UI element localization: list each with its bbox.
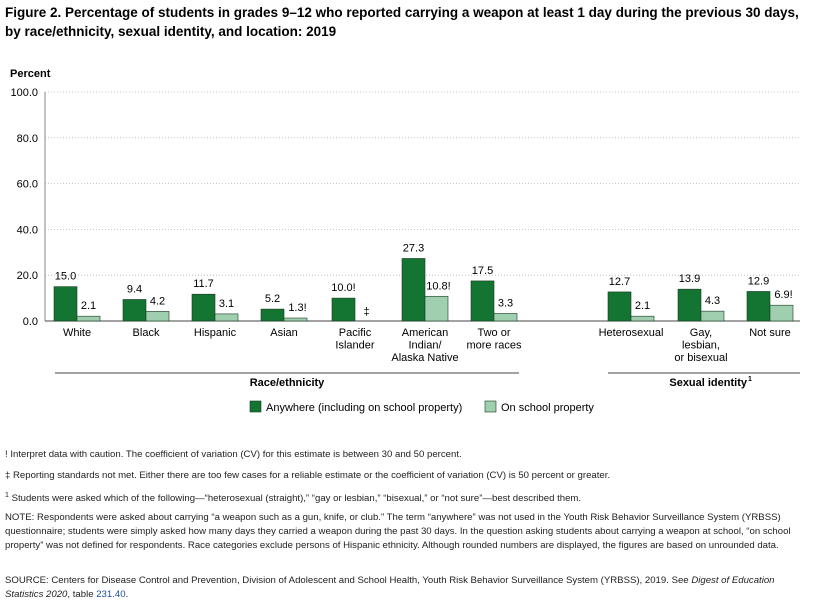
bar-anywhere [53,286,78,322]
bar-anywhere [191,293,216,322]
source-end: . [125,589,129,600]
bar-on-school-property [76,315,101,322]
note-text: NOTE: Respondents were asked about carry… [5,512,791,551]
source-digest-title: Digest of Education Statistics 2020 [5,575,775,600]
figure-title: Figure 2. Percentage of students in grad… [5,5,799,39]
legend-label-anywhere: Anywhere (including on school property) [266,402,462,414]
bar-anywhere [401,258,426,322]
source-prefix: SOURCE: Centers for Disease Control and … [5,575,692,586]
data-label-on-school-property: 10.8! [426,280,450,292]
bar-on-school-property [630,315,655,322]
x-tick-label: more races [466,340,522,352]
source-table-link[interactable]: 231.40 [96,589,126,600]
data-label-anywhere: 13.9 [679,273,700,285]
data-label-anywhere: 15.0 [55,271,76,283]
x-tick-label: Heterosexual [599,327,664,339]
data-label-anywhere: 12.7 [609,276,630,288]
bar-on-school-property [214,313,239,322]
legend-swatch-on-school-property [484,400,497,413]
bar-anywhere [331,297,356,322]
bar-on-school-property [283,317,308,322]
data-label-on-school-property: 1.3! [288,302,306,314]
group-label-race-ethnicity: Race/ethnicity [250,377,325,389]
data-label-anywhere: 5.2 [265,293,280,305]
x-tick-label: Gay, [690,327,712,339]
group-label-sexual-identity: Sexual identity [669,377,748,389]
x-tick-label: American [402,327,448,339]
x-tick-label: Two or [477,327,510,339]
bar-on-school-property [424,295,449,322]
x-tick-label: lesbian, [682,340,720,352]
source-note: SOURCE: Centers for Disease Control and … [5,574,795,602]
bar-anywhere [677,288,702,322]
data-label-on-school-property: 2.1 [81,300,96,312]
x-tick-label: White [63,327,91,339]
data-label-on-school-property: 6.9! [774,289,792,301]
bar-anywhere [122,299,147,322]
y-tick-label: 40.0 [17,224,38,236]
data-label-anywhere: 17.5 [472,265,493,277]
x-tick-label: Hispanic [194,327,237,339]
data-label-on-school-property: 4.3 [705,295,720,307]
bar-on-school-property [700,310,725,322]
x-tick-label: Asian [270,327,298,339]
bar-on-school-property [493,313,518,322]
data-label-anywhere: 9.4 [127,283,142,295]
data-label-on-school-property: 2.1 [635,300,650,312]
y-tick-label: 100.0 [10,87,38,99]
group-label-superscript: 1 [748,376,752,383]
data-label-on-school-property: 4.2 [150,295,165,307]
note-footnote-1: 1 Students were asked which of the follo… [5,489,795,506]
y-tick-label: 80.0 [17,133,38,145]
y-tick-label: 60.0 [17,179,38,191]
data-label-on-school-property: 3.3 [498,297,513,309]
y-axis-label: Percent [10,68,51,80]
bar-anywhere [470,280,495,322]
bar-anywhere [607,291,632,322]
note-interpret-caution: ! Interpret data with caution. The coeff… [5,449,462,460]
footnote-marker: 1 [5,492,9,499]
data-label-anywhere: 11.7 [193,278,214,290]
source-mid: , table [67,589,97,600]
legend-swatch-anywhere [249,400,262,413]
bar-on-school-property [769,304,794,322]
y-tick-label: 20.0 [17,270,38,282]
footnote-text: Students were asked which of the followi… [8,493,582,505]
x-tick-label: Not sure [749,327,791,339]
data-label-anywhere: 10.0! [331,282,355,294]
y-tick-label: 0.0 [23,316,38,328]
x-tick-label: Islander [335,340,374,352]
bar-anywhere [260,308,285,322]
x-tick-label: Alaska Native [391,352,458,364]
bar-anywhere [746,291,771,322]
bar-on-school-property [145,311,170,322]
data-label-on-school-property: ‡ [363,306,369,318]
data-label-anywhere: 12.9 [748,275,769,287]
note-reporting-standards: ‡ Reporting standards not met. Either th… [5,470,611,481]
x-tick-label: Indian/ [408,340,442,352]
x-tick-label: Black [133,327,160,339]
x-tick-label: or bisexual [674,352,727,364]
data-label-on-school-property: 3.1 [219,298,234,310]
legend-label-on-school-property: On school property [501,402,594,414]
x-tick-label: Pacific [339,327,372,339]
data-label-anywhere: 27.3 [403,242,424,254]
